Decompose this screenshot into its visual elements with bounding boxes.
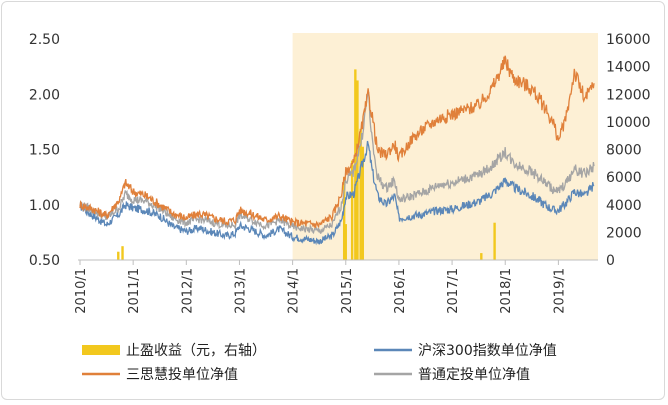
legend-swatch xyxy=(82,345,120,355)
series-line-1 xyxy=(79,55,595,229)
legend-label: 普通定投单位净值 xyxy=(418,367,530,383)
profit-bar xyxy=(350,160,354,260)
profit-bar xyxy=(493,222,496,260)
y-right-tick-label: 16000 xyxy=(606,32,651,48)
y-right-tick-label: 14000 xyxy=(606,60,651,76)
series-line-0 xyxy=(79,140,595,246)
profit-bar xyxy=(121,246,124,260)
x-tick-label: 2014/1 xyxy=(287,268,302,314)
x-tick-label: 2016/1 xyxy=(393,268,408,314)
profit-bar xyxy=(480,253,483,260)
x-tick-label: 2019/1 xyxy=(552,268,567,314)
series-line-2 xyxy=(79,91,595,235)
y-right-tick-label: 10000 xyxy=(606,115,651,131)
legend-label: 止盈收益（元，右轴） xyxy=(126,343,266,359)
y-left-tick-label: 0.50 xyxy=(29,253,60,269)
legend-item: 普通定投单位净值 xyxy=(374,367,530,383)
y-right-tick-label: 8000 xyxy=(606,143,642,159)
profit-bar xyxy=(117,251,120,260)
chart-frame: 0.50 1.00 1.50 2.00 2.50 0 2000 4000 6000 8000 100… xyxy=(1,1,665,400)
y-right-tick-label: 0 xyxy=(606,253,615,269)
profit-bar xyxy=(342,177,346,260)
x-tick-label: 2013/1 xyxy=(233,268,248,314)
y-right-tick-label: 12000 xyxy=(606,87,651,103)
y-left-tick-label: 2.50 xyxy=(29,32,60,48)
x-tick-label: 2015/1 xyxy=(340,268,355,314)
x-tick-label: 2012/1 xyxy=(180,268,195,314)
legend-label: 三思慧投单位净值 xyxy=(126,367,238,383)
legend-item: 止盈收益（元，右轴） xyxy=(82,343,266,359)
y-left-tick-label: 1.50 xyxy=(29,143,60,159)
x-tick-label: 2017/1 xyxy=(446,268,461,314)
profit-bar xyxy=(344,224,347,260)
y-left-tick-label: 1.00 xyxy=(29,198,60,214)
profit-bar xyxy=(361,146,364,260)
x-tick-label: 2010/1 xyxy=(74,268,89,314)
profit-bar xyxy=(356,80,359,260)
profit-bar xyxy=(359,128,362,260)
y-right-tick-label: 6000 xyxy=(606,170,642,186)
y-left-tick-label: 2.00 xyxy=(29,87,60,103)
y-right-tick-label: 2000 xyxy=(606,225,642,241)
legend-item: 沪深300指数单位净值 xyxy=(374,343,557,359)
x-tick-label: 2011/1 xyxy=(127,268,142,314)
legend-item: 三思慧投单位净值 xyxy=(82,367,238,383)
legend-label: 沪深300指数单位净值 xyxy=(418,343,557,359)
x-tick-label: 2018/1 xyxy=(499,268,514,314)
y-right-tick-label: 4000 xyxy=(606,198,642,214)
